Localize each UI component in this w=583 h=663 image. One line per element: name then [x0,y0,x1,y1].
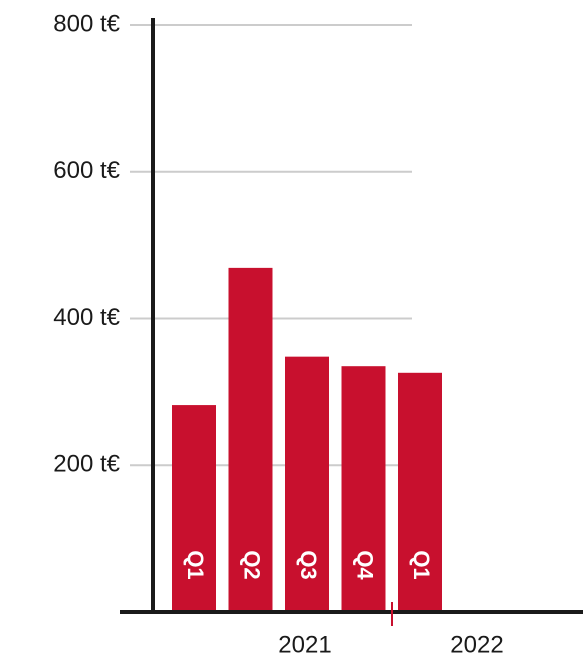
bar [172,405,216,612]
x-tick-label: Q4 [353,550,378,580]
x-tick-label: Q2 [240,550,265,579]
y-tick-label: 800 t€ [53,10,120,37]
bar [285,356,329,612]
x-tick-label: Q1 [183,550,208,579]
bar [228,267,273,612]
y-tick-label: 400 t€ [53,304,120,331]
x-tick-label: Q3 [296,550,321,579]
group-label: 2022 [450,631,503,658]
y-tick-label: 200 t€ [53,451,120,478]
bar [398,372,442,612]
x-tick-label: Q1 [409,550,434,579]
group-label: 2021 [278,631,331,658]
bar [341,366,386,612]
y-tick-label: 600 t€ [53,157,120,184]
